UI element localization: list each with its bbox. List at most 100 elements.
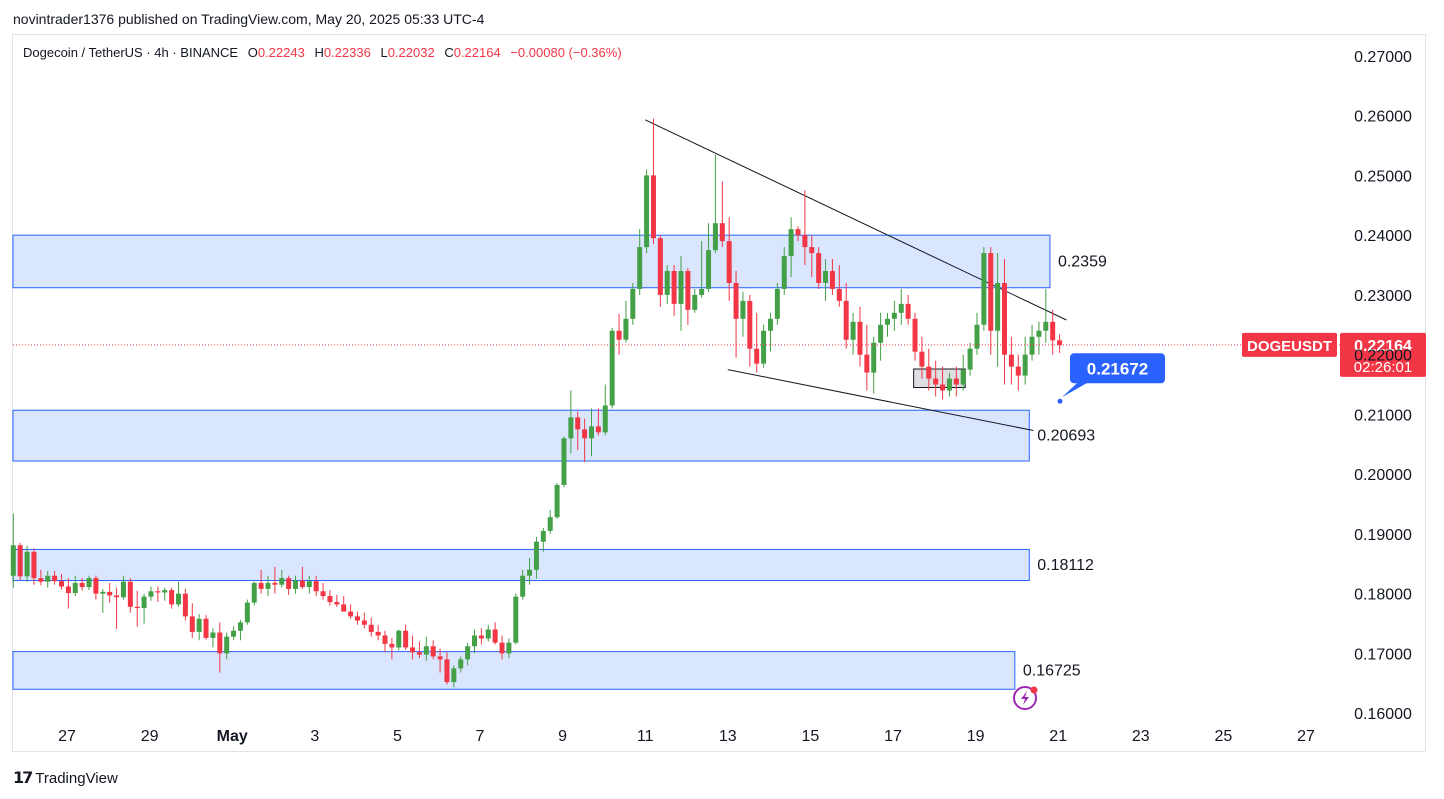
candle-body [38,578,44,582]
current-price-text: 0.22164 [1354,338,1412,355]
candle-body [1043,321,1049,331]
candle-body [871,342,877,373]
symbol-tag-text: DOGEUSDT [1247,338,1332,355]
candle-body [644,175,650,248]
candle-body [120,581,126,598]
candle-body [988,253,994,331]
time-tick: 27 [1297,728,1315,745]
candle-body [850,321,856,340]
candle-body [781,256,787,289]
trendline-1[interactable] [727,369,1034,432]
candle-body [52,575,58,582]
candle-body [17,545,23,577]
candle-body [568,417,574,439]
current-price-tag[interactable] [1340,332,1426,377]
support-resistance-zones: 0.2359 0.20693 0.18112 0.16725 [12,234,1107,690]
candle-body [912,318,918,352]
callout-box[interactable] [1070,353,1165,384]
candle-body [884,318,890,325]
zone-label-1: 0.20693 [1037,428,1095,445]
open-label: O [247,45,258,60]
candle-body [182,593,188,617]
zone-1[interactable] [12,409,1030,462]
price-tick: 0.20000 [1354,467,1412,484]
candle-body [933,378,939,385]
tradingview-logo[interactable]: 𝟭𝟳 TradingView [13,768,118,788]
candle-body [492,629,498,643]
candle-body [410,647,416,653]
candle-body [609,330,615,406]
low-label: L [380,45,388,60]
zone-label-3: 0.16725 [1023,662,1081,679]
candle-body [451,668,457,683]
price-tick: 0.26000 [1354,109,1412,126]
candle-body [823,271,829,283]
zone-label-0: 0.2359 [1058,253,1107,270]
time-tick: 19 [967,728,985,745]
countdown-text: 02:26:01 [1354,359,1412,376]
candle-body [554,484,560,518]
candle-body [1015,366,1021,376]
time-tick: 7 [476,728,485,745]
candle-body [589,426,595,439]
candle-body [1008,354,1014,367]
candle-body [671,271,677,304]
candle-body [368,624,374,632]
candle-body [774,288,780,319]
candle-body [506,642,512,654]
candle-body [458,659,464,669]
candle-body [650,175,656,239]
candle-body [1029,336,1035,355]
candle-body [802,235,808,248]
candle-body [1057,340,1063,346]
tradingview-logo-icon: 𝟭𝟳 [13,770,33,787]
symbol-tag[interactable] [1242,332,1337,357]
candle-body [485,629,491,639]
zone-0[interactable] [12,234,1051,289]
candlesticks [10,118,1063,688]
price-axis[interactable]: 0.27000 0.26000 0.25000 0.24000 0.23000 0.220… [1354,49,1412,723]
time-tick: May [217,728,248,745]
candle-body [93,578,99,594]
candle-body [389,643,395,648]
candle-body [960,369,966,385]
candle-body [754,348,760,364]
zone-3[interactable] [12,651,1016,690]
price-tick: 0.24000 [1354,228,1412,245]
candle-body [981,253,987,325]
time-axis[interactable]: 27 29 May 3 5 7 9 11 13 15 17 19 21 23 25 27 [58,728,1315,745]
candle-body [630,288,636,319]
candle-body [712,223,718,251]
time-tick: 11 [637,728,654,745]
high-label: H [314,45,324,60]
high-value: 0.22336 [323,45,371,60]
candle-body [114,595,120,598]
symbol-title[interactable]: Dogecoin / TetherUS · 4h · BINANCE [23,45,239,60]
candle-body [210,632,216,638]
lightning-icon[interactable] [1013,686,1038,710]
price-tick: 0.18000 [1354,587,1412,604]
candle-body [327,596,333,603]
candle-body [444,659,450,683]
candle-body [396,630,402,648]
candle-body [940,384,946,391]
candle-body [1022,354,1028,376]
price-tick: 0.27000 [1354,49,1412,66]
time-tick: 29 [141,728,159,745]
close-value: 0.22164 [453,45,501,60]
candle-body [237,622,243,631]
consolidation-box[interactable] [913,368,966,389]
candle-body [926,366,932,379]
candle-body [520,575,526,597]
candle-body [58,581,64,587]
candle-body [540,530,546,542]
candle-body [761,330,767,364]
time-tick: 9 [558,728,567,745]
time-tick: 27 [58,728,76,745]
candle-body [45,575,51,582]
time-tick: 21 [1049,728,1067,745]
candle-body [513,596,519,643]
candle-body [767,318,773,331]
callout-text: 0.21672 [1087,359,1148,378]
